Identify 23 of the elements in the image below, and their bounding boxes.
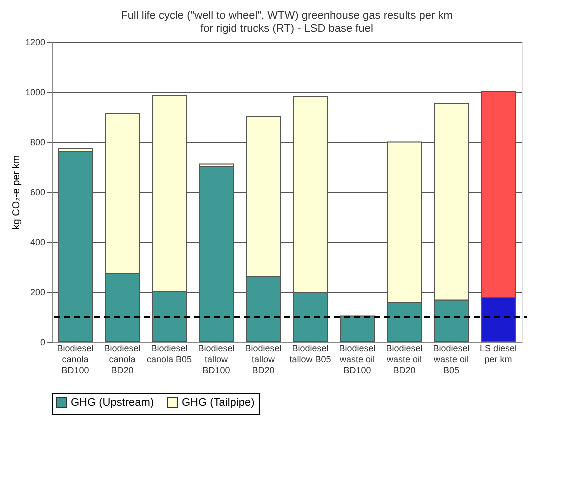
x-tick-label: Biodiesel tallow BD20	[245, 344, 282, 376]
x-tick-label: Biodiesel waste oil BD20	[386, 344, 423, 376]
x-tick-label: Biodiesel waste oil B05	[432, 344, 470, 376]
y-tick-label: 1000	[25, 88, 46, 98]
y-tick-label: 1200	[25, 38, 46, 48]
y-tick-label: 200	[30, 288, 46, 298]
x-tick-label: LS diesel per km	[480, 344, 518, 364]
y-axis-title: kg CO₂-e per km	[11, 155, 22, 230]
x-tick-label: Biodiesel canola BD20	[104, 344, 141, 376]
x-tick-label: Biodiesel tallow B05	[290, 344, 332, 364]
y-tick-label: 800	[30, 138, 46, 148]
x-tick-label: Biodiesel canola B05	[146, 344, 192, 364]
x-tick-label: Biodiesel waste oil BD100	[338, 344, 376, 376]
bar	[340, 316, 375, 342]
legend-label: GHG (Upstream)	[71, 396, 154, 409]
x-tick-label: Biodiesel tallow BD100	[198, 344, 235, 376]
y-tick-label: 400	[30, 238, 46, 248]
x-tick-label: Biodiesel canola BD100	[57, 344, 94, 376]
y-tick-label: 600	[30, 188, 46, 198]
y-tick-label: 0	[40, 338, 46, 348]
text: for rigid trucks (RT) - LSD base fuel	[200, 23, 374, 35]
text: Full life cycle ("well to wheel", WTW) greenhouse gas results per km	[121, 10, 453, 22]
legend-label: GHG (Tailpipe)	[182, 396, 255, 409]
